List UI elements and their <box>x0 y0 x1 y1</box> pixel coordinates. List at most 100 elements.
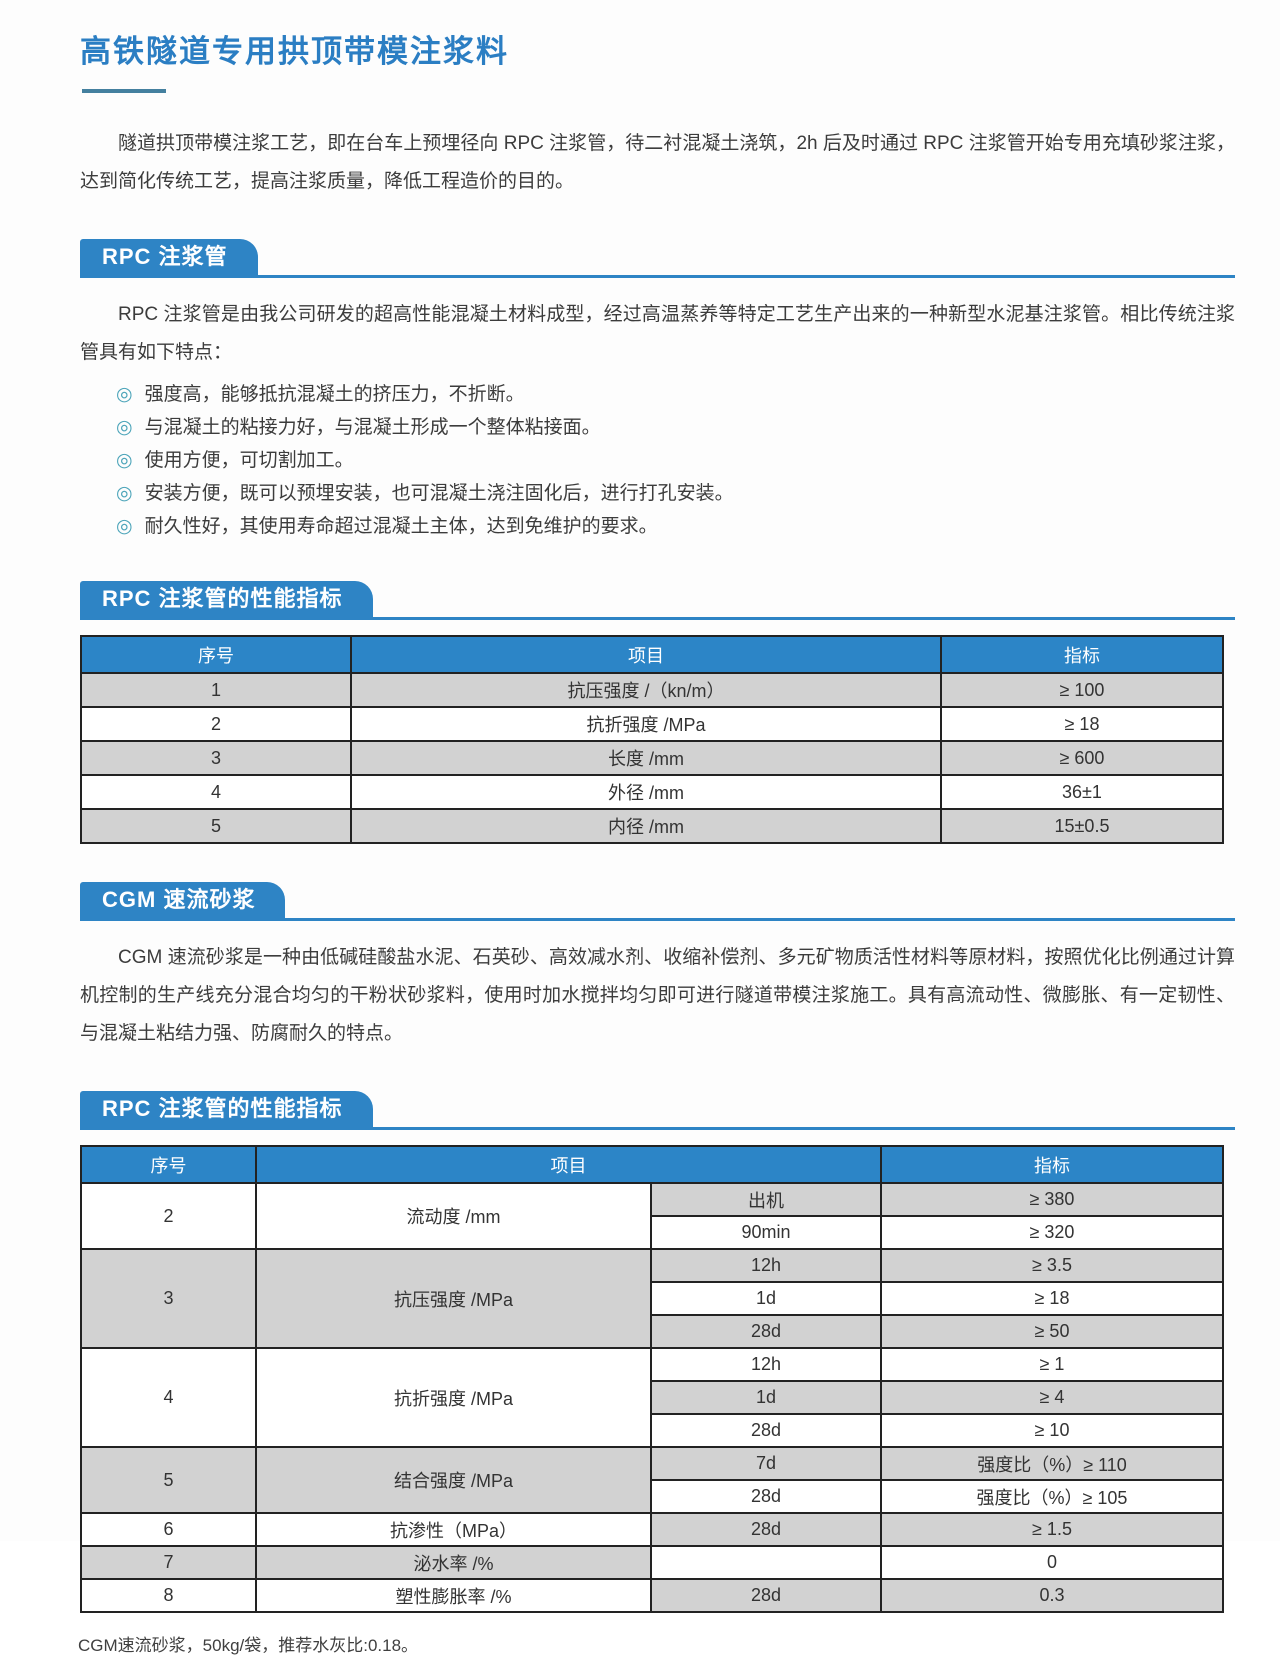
table-row: 2 流动度 /mm 出机 ≥ 380 <box>80 1182 1224 1250</box>
table-row: 1 抗压强度 /（kn/m） ≥ 100 <box>80 672 1224 708</box>
rpc-table-body: 1 抗压强度 /（kn/m） ≥ 100 2 抗折强度 /MPa ≥ 18 3 长度 /mm ≥… <box>80 672 1224 844</box>
cell-age: 28d <box>650 1479 882 1514</box>
cell-item: 抗渗性（MPa） <box>255 1512 652 1547</box>
bullet-text: 强度高，能够抵抗混凝土的挤压力，不折断。 <box>144 384 525 405</box>
cell-no: 1 <box>80 672 352 708</box>
cell-value: ≥ 3.5 <box>880 1248 1224 1283</box>
table-row: 4 抗折强度 /MPa 12h ≥ 1 <box>80 1347 1224 1448</box>
cell-item: 长度 /mm <box>350 740 942 776</box>
bullet-item: ◎ 使用方便，可切割加工。 <box>116 444 1235 477</box>
title-underline <box>82 89 166 93</box>
rpc-pipe-paragraph: RPC 注浆管是由我公司研发的超高性能混凝土材料成型，经过高温蒸养等特定工艺生产… <box>80 304 1235 363</box>
cell-item: 抗折强度 /MPa <box>255 1347 652 1448</box>
cell-no: 2 <box>80 1182 257 1250</box>
bullet-item: ◎ 耐久性好，其使用寿命超过混凝土主体，达到免维护的要求。 <box>116 510 1235 543</box>
cell-age: 12h <box>650 1248 882 1283</box>
cell-value: 15±0.5 <box>940 808 1224 844</box>
cell-value: ≥ 600 <box>940 740 1224 776</box>
table-row: 1d ≥ 4 <box>81 1380 1224 1415</box>
cell-item: 流动度 /mm <box>255 1182 652 1250</box>
table-row: 1d ≥ 18 <box>81 1281 1224 1316</box>
bullet-item: ◎ 与混凝土的粘接力好，与混凝土形成一个整体粘接面。 <box>116 411 1235 444</box>
cell-value: ≥ 1 <box>880 1347 1224 1382</box>
table-row: 4 外径 /mm 36±1 <box>80 774 1224 810</box>
document-page: 高铁隧道专用拱顶带模注浆料 隧道拱顶带模注浆工艺，即在台车上预埋径向 RPC 注… <box>78 34 1235 1655</box>
bullet-item: ◎ 强度高，能够抵抗混凝土的挤压力，不折断。 <box>116 378 1235 411</box>
cell-item: 内径 /mm <box>350 808 942 844</box>
cell-age: 12h <box>650 1347 882 1382</box>
cell-item: 塑性膨胀率 /% <box>255 1578 652 1613</box>
cell-age: 90min <box>650 1215 882 1250</box>
section-tab-cgm: CGM 速流砂浆 <box>80 882 286 918</box>
section-header-cgm: CGM 速流砂浆 <box>80 882 1235 921</box>
col-header-no: 序号 <box>80 1145 257 1184</box>
section-tab-cgm-specs: RPC 注浆管的性能指标 <box>80 1091 373 1127</box>
footnote: CGM速流砂浆，50kg/袋，推荐水灰比:0.18。 <box>78 1636 419 1655</box>
cell-no: 5 <box>80 1446 257 1514</box>
col-header-no: 序号 <box>80 635 352 674</box>
cell-age: 7d <box>650 1446 882 1481</box>
ring-bullet-icon: ◎ <box>116 384 133 405</box>
cell-value: ≥ 4 <box>880 1380 1224 1415</box>
cell-age: 28d <box>650 1314 882 1349</box>
bullet-text: 安装方便，既可以预埋安装，也可混凝土浇注固化后，进行打孔安装。 <box>144 483 734 504</box>
cgm-table-body: 2 流动度 /mm 出机 ≥ 380 90min ≥ 320 3 抗压强度 /MPa 12h ≥ … <box>80 1182 1224 1613</box>
table-row: 28d 强度比（%）≥ 105 <box>81 1479 1224 1514</box>
cell-value: 36±1 <box>940 774 1224 810</box>
table-row: 3 长度 /mm ≥ 600 <box>80 740 1224 776</box>
section-tab-rpc-pipe: RPC 注浆管 <box>80 239 258 275</box>
bullet-text: 使用方便，可切割加工。 <box>144 450 354 471</box>
table-row: 7 泌水率 /% 0 <box>80 1545 1224 1580</box>
section-header-cgm-specs: RPC 注浆管的性能指标 <box>80 1091 1235 1130</box>
rpc-pipe-body: RPC 注浆管是由我公司研发的超高性能混凝土材料成型，经过高温蒸养等特定工艺生产… <box>80 296 1235 543</box>
col-header-item: 项目 <box>255 1145 882 1184</box>
section-header-rpc-pipe: RPC 注浆管 <box>80 239 1235 278</box>
cell-age: 28d <box>650 1413 882 1448</box>
cell-item: 抗折强度 /MPa <box>350 706 942 742</box>
page-title: 高铁隧道专用拱顶带模注浆料 <box>80 34 509 69</box>
cell-age: 1d <box>650 1380 882 1415</box>
col-header-item: 项目 <box>350 635 942 674</box>
table-row: 28d ≥ 50 <box>81 1314 1224 1349</box>
bullet-item: ◎ 安装方便，既可以预埋安装，也可混凝土浇注固化后，进行打孔安装。 <box>116 477 1235 510</box>
cell-item: 泌水率 /% <box>255 1545 652 1580</box>
table-header-row: 序号 项目 指标 <box>80 635 1224 674</box>
rpc-feature-list: ◎ 强度高，能够抵抗混凝土的挤压力，不折断。 ◎ 与混凝土的粘接力好，与混凝土形成一个… <box>116 378 1235 543</box>
cell-value: ≥ 100 <box>940 672 1224 708</box>
cell-item: 结合强度 /MPa <box>255 1446 652 1514</box>
table-row: 6 抗渗性（MPa） 28d ≥ 1.5 <box>80 1512 1224 1547</box>
cell-value: 0 <box>880 1545 1224 1580</box>
col-header-value: 指标 <box>940 635 1224 674</box>
cell-no: 7 <box>80 1545 257 1580</box>
cell-item: 抗压强度 /MPa <box>255 1248 652 1349</box>
cell-value: 0.3 <box>880 1578 1224 1613</box>
cell-age: 28d <box>650 1578 882 1613</box>
table-row: 2 抗折强度 /MPa ≥ 18 <box>80 706 1224 742</box>
cell-no: 3 <box>80 1248 257 1349</box>
col-header-value: 指标 <box>880 1145 1224 1184</box>
bullet-text: 与混凝土的粘接力好，与混凝土形成一个整体粘接面。 <box>144 417 601 438</box>
cgm-spec-table: 序号 项目 指标 2 流动度 /mm 出机 ≥ 380 90min ≥ 320 3 抗压强度 … <box>80 1145 1224 1613</box>
cell-value: ≥ 50 <box>880 1314 1224 1349</box>
cell-age <box>650 1545 882 1580</box>
cell-age: 1d <box>650 1281 882 1316</box>
cell-no: 5 <box>80 808 352 844</box>
cell-value: ≥ 18 <box>880 1281 1224 1316</box>
cell-value: ≥ 380 <box>880 1182 1224 1217</box>
cell-item: 外径 /mm <box>350 774 942 810</box>
cell-no: 6 <box>80 1512 257 1547</box>
table-row: 3 抗压强度 /MPa 12h ≥ 3.5 <box>80 1248 1224 1349</box>
cell-item: 抗压强度 /（kn/m） <box>350 672 942 708</box>
cell-value: ≥ 18 <box>940 706 1224 742</box>
ring-bullet-icon: ◎ <box>116 417 133 438</box>
cell-no: 3 <box>80 740 352 776</box>
section-tab-rpc-specs: RPC 注浆管的性能指标 <box>80 581 373 617</box>
cell-age: 出机 <box>650 1182 882 1217</box>
cell-age: 28d <box>650 1512 882 1547</box>
table-row: 90min ≥ 320 <box>81 1215 1224 1250</box>
section-header-rpc-specs: RPC 注浆管的性能指标 <box>80 581 1235 620</box>
table-row: 28d ≥ 10 <box>81 1413 1224 1448</box>
rpc-spec-table: 序号 项目 指标 1 抗压强度 /（kn/m） ≥ 100 2 抗折强度 /MPa ≥ 1… <box>80 635 1224 844</box>
cell-value: ≥ 1.5 <box>880 1512 1224 1547</box>
table-header-row: 序号 项目 指标 <box>80 1145 1224 1184</box>
